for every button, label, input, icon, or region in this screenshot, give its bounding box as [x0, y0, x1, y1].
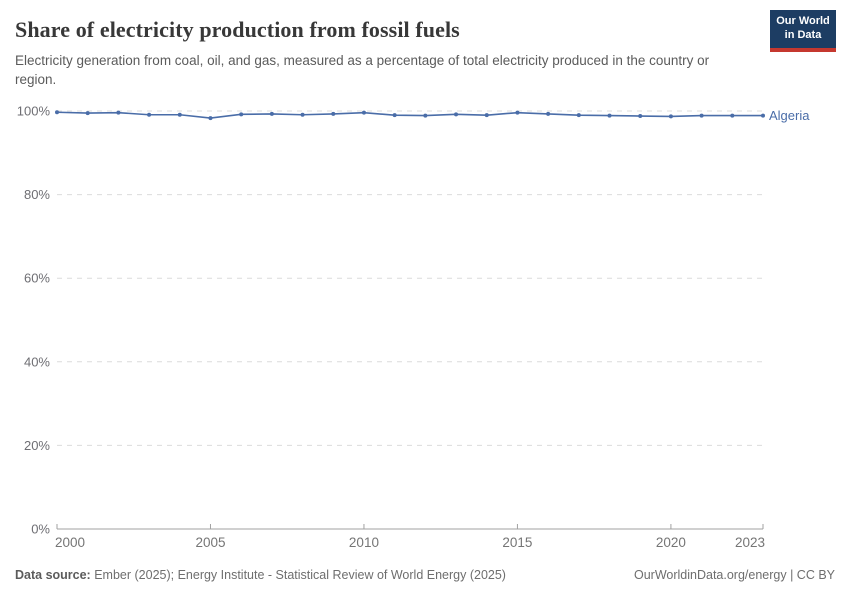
- data-point-marker: [300, 112, 305, 117]
- data-point-marker: [699, 113, 704, 118]
- data-point-marker: [515, 110, 520, 115]
- data-source-note: Data source: Ember (2025); Energy Instit…: [15, 568, 506, 582]
- data-point-marker: [668, 114, 673, 119]
- data-point-marker: [484, 113, 489, 118]
- x-tick-label: 2000: [55, 535, 85, 550]
- owid-cc-by-link[interactable]: OurWorldinData.org/energy | CC BY: [633, 568, 835, 582]
- owid-logo-line2: in Data: [784, 29, 822, 41]
- x-tick-label: 2015: [502, 535, 532, 550]
- y-tick-label: 100%: [17, 104, 51, 119]
- series-end-label: Algeria: [769, 108, 810, 123]
- data-point-marker: [147, 112, 152, 117]
- data-point-marker: [761, 113, 765, 118]
- data-point-marker: [239, 112, 244, 117]
- data-point-marker: [576, 113, 581, 118]
- data-point-marker: [361, 110, 366, 115]
- y-tick-label: 60%: [24, 271, 50, 286]
- data-point-marker: [269, 111, 274, 116]
- owid-logo[interactable]: Our World in Data: [770, 10, 836, 52]
- data-point-marker: [546, 111, 551, 116]
- x-tick-label: 2010: [349, 535, 379, 550]
- data-point-marker: [116, 110, 121, 115]
- y-gridlines: [57, 110, 763, 446]
- page-title: Share of electricity production from fos…: [15, 17, 460, 42]
- x-axis: 2000 2005 2010 2015 2020 2023: [55, 524, 765, 550]
- line-chart: 0% 20% 40% 60% 80% 100% 2000 2005 2010 2015 2020 20…: [0, 95, 850, 570]
- data-source-text: Ember (2025); Energy Institute - Statist…: [90, 568, 506, 582]
- data-point-marker: [208, 116, 213, 121]
- y-tick-label: 80%: [24, 187, 50, 202]
- data-point-marker: [177, 112, 182, 117]
- data-point-marker: [423, 113, 428, 118]
- data-point-marker: [85, 111, 90, 116]
- x-tick-label: 2005: [195, 535, 225, 550]
- data-point-marker: [392, 113, 397, 118]
- owid-logo-line1: Our World: [776, 15, 830, 28]
- data-point-marker: [454, 112, 459, 117]
- data-point-marker: [55, 110, 59, 115]
- data-line: [56, 111, 763, 119]
- line-chart-canvas: 0%20%40%60%80%100%2000 2005 2010 2015 2020 20…: [17, 104, 810, 551]
- x-tick-label: 2020: [656, 535, 686, 550]
- data-point-marker: [730, 113, 735, 118]
- chart-subtitle: Electricity generation from coal, oil, a…: [15, 53, 710, 87]
- y-axis-labels: 0% 20% 40% 60% 80% 100%: [17, 104, 51, 537]
- data-point-marker: [331, 111, 336, 116]
- data-point-marker: [607, 113, 612, 118]
- y-tick-label: 20%: [24, 438, 50, 453]
- data-point-marker: [638, 114, 643, 119]
- y-tick-label: 40%: [24, 354, 50, 369]
- data-source-label: Data source:: [15, 568, 91, 582]
- x-tick-label: 2023: [735, 535, 765, 550]
- data-points: [55, 110, 765, 121]
- chart-footer: Data source: Ember (2025); Energy Instit…: [15, 568, 835, 582]
- y-tick-label: 0%: [31, 522, 50, 537]
